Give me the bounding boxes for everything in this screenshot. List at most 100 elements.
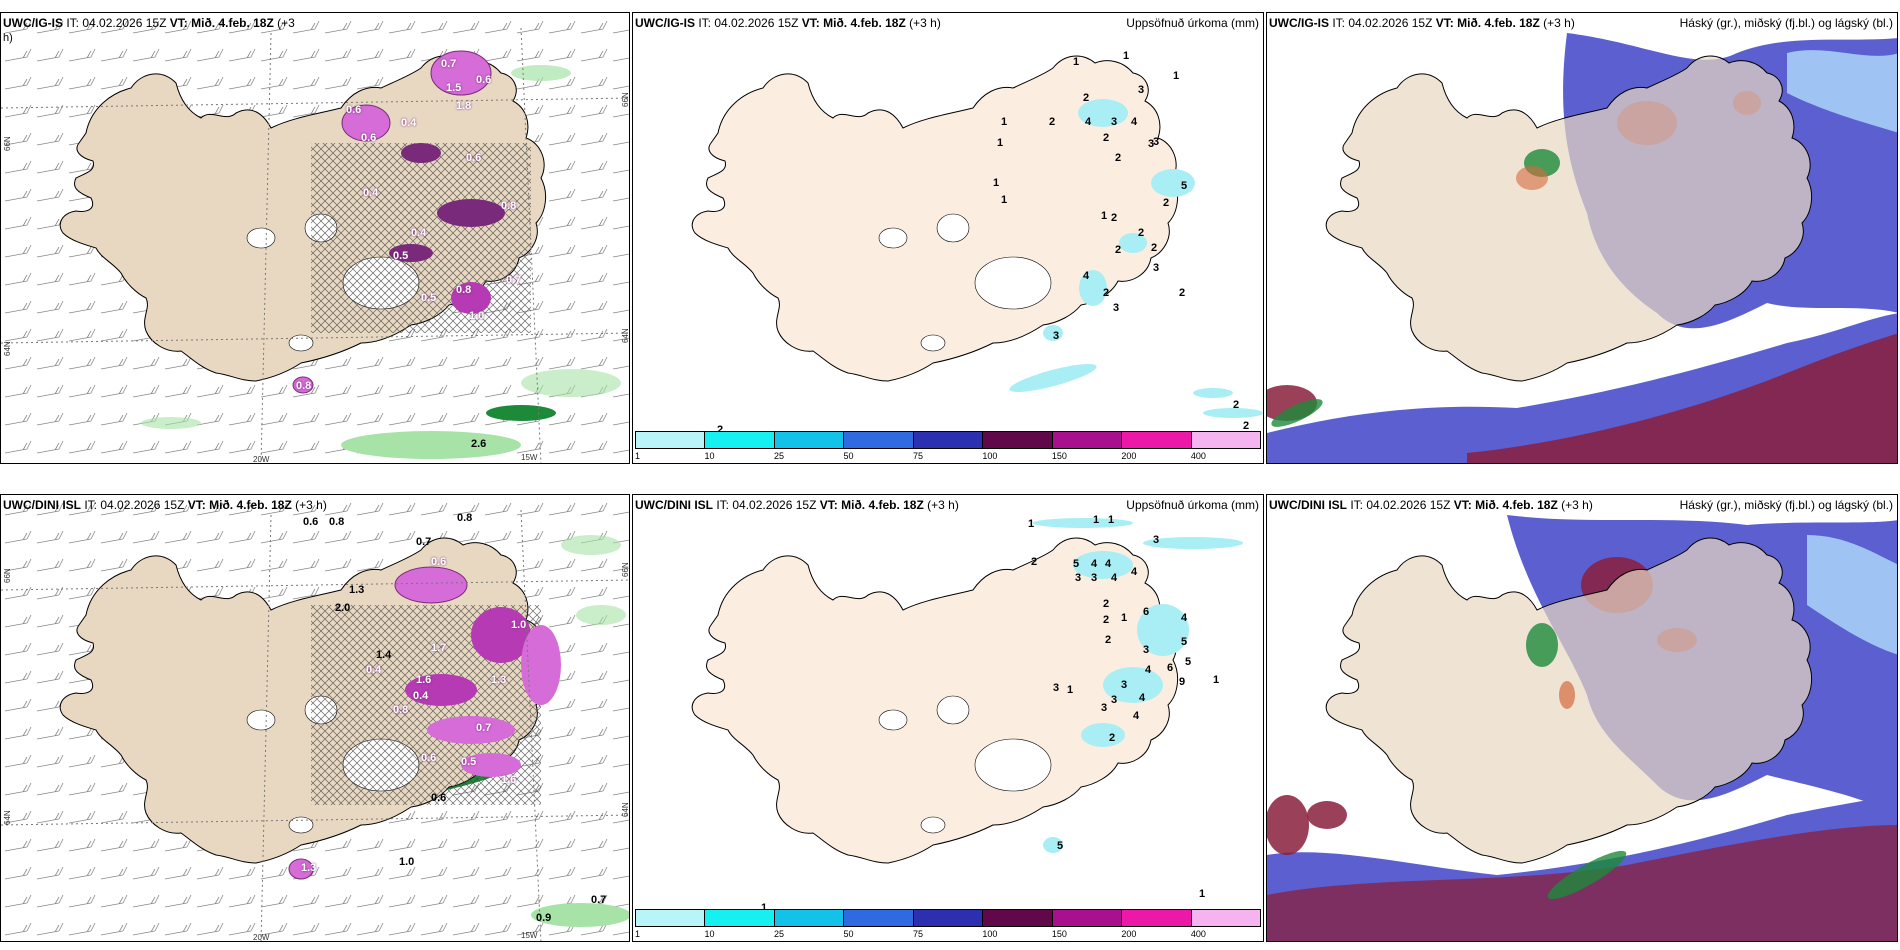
value-label: 1 (1067, 684, 1074, 696)
colorbar-tick: 75 (912, 451, 923, 461)
colorbar-segment (844, 432, 914, 448)
value-label: 3 (1153, 262, 1160, 274)
value-label: 1 (997, 137, 1004, 149)
map-canvas (1, 495, 629, 941)
value-label: 5 (1181, 180, 1188, 192)
value-label: 1 (1121, 612, 1128, 624)
map-canvas (1, 13, 629, 463)
value-label: 4 (1139, 692, 1146, 704)
map-canvas (1267, 33, 1897, 463)
map-panel-dini-wind: UWC/DINI ISL IT: 04.02.2026 15Z VT: Mið.… (0, 494, 630, 942)
value-label: 3 (1153, 534, 1160, 546)
map-panel-igis-clouds: UWC/IG-IS IT: 04.02.2026 15Z VT: Mið. 4.… (1266, 12, 1898, 464)
value-label: 3 (1111, 116, 1118, 128)
value-label: 2 (1103, 132, 1110, 144)
lon-label: 15W (521, 931, 538, 940)
value-label: 0.8 (329, 516, 345, 528)
panel-subtitle: Uppsöfnuð úrkoma (mm) (1126, 16, 1259, 30)
value-label: 0.8 (501, 200, 517, 212)
value-label: 0.6 (431, 792, 447, 804)
value-label: 1 (1199, 888, 1206, 900)
value-label: 0.7 (476, 722, 492, 734)
value-label: 0.7 (591, 894, 607, 906)
value-label: 0.5 (393, 250, 409, 262)
colorbar-tick: 400 (1190, 451, 1206, 461)
colorbar-segment (844, 910, 914, 926)
lon-label: 20W (253, 455, 270, 464)
value-label: 0.6 (346, 104, 362, 116)
value-label: 4 (1145, 664, 1152, 676)
lat-label: 66N (3, 568, 12, 583)
value-label: 0.8 (296, 380, 312, 392)
value-label: 1 (1123, 50, 1130, 62)
value-label: 0.6 (421, 752, 437, 764)
value-label: 1 (1093, 514, 1100, 526)
value-label: 1.3 (491, 674, 507, 686)
colorbar-segment (1191, 432, 1260, 448)
value-label: 2 (1049, 116, 1056, 128)
value-label: 0.9 (536, 912, 552, 924)
colorbar-segment (983, 910, 1053, 926)
value-label: 4 (1181, 612, 1188, 624)
colorbar-tick: 1 (635, 929, 641, 939)
value-label: 4 (1111, 572, 1118, 584)
colorbar-segment (636, 910, 706, 926)
value-label: 0.6 (476, 74, 492, 86)
value-label: 3 (1091, 572, 1098, 584)
value-label: 9 (1179, 676, 1186, 688)
value-label: 2 (1103, 598, 1110, 610)
colorbar-tick: 50 (843, 929, 854, 939)
value-label: 2 (1179, 287, 1186, 299)
value-label: 3 (1075, 572, 1082, 584)
colorbar-segment (774, 432, 845, 448)
value-label: 3 (1138, 84, 1145, 96)
value-label: 4 (1091, 558, 1098, 570)
value-label: 2 (1111, 212, 1118, 224)
colorbar-segment (705, 432, 775, 448)
value-label: 1.0 (469, 310, 485, 322)
colorbar-tick: 150 (1051, 451, 1067, 461)
value-label: 0.8 (457, 512, 473, 524)
colorbar-segment (913, 432, 984, 448)
value-label: 0.4 (401, 117, 417, 129)
colorbar-tick: 25 (773, 929, 784, 939)
precip-colorbar (635, 431, 1261, 449)
precip-colorbar (635, 909, 1261, 927)
colorbar-segment (1122, 910, 1192, 926)
value-label: 1.0 (399, 856, 415, 868)
panel-subtitle: Uppsöfnuð úrkoma (mm) (1126, 498, 1259, 512)
value-label: 5 (1181, 636, 1188, 648)
value-label: 1 (1173, 70, 1180, 82)
colorbar-segment (983, 432, 1053, 448)
value-label: 3 (1121, 679, 1128, 691)
value-label: 1.8 (456, 100, 472, 112)
value-label: 5 (1057, 840, 1064, 852)
colorbar-segment (1052, 432, 1123, 448)
value-label: 3 (1143, 644, 1150, 656)
value-label: 1.5 (446, 82, 462, 94)
lat-label: 64N (3, 341, 12, 356)
value-label: 0.6 (303, 516, 319, 528)
value-label: 1 (1101, 210, 1108, 222)
map-panel-dini-clouds: UWC/DINI ISL IT: 04.02.2026 15Z VT: Mið.… (1266, 494, 1898, 942)
value-label: 0.4 (413, 690, 429, 702)
value-label: 4 (1131, 116, 1138, 128)
lat-label: 66N (3, 136, 12, 151)
value-label: 1.6 (501, 774, 517, 786)
value-label: 1 (993, 177, 1000, 189)
value-label: 5 (1185, 656, 1192, 668)
value-label: 1 (1028, 518, 1035, 530)
value-label: 6 (1167, 662, 1174, 674)
value-label: 2 (717, 424, 724, 436)
colorbar-tick: 100 (982, 929, 998, 939)
colorbar-tick: 10 (704, 929, 715, 939)
lat-label: 66N (621, 92, 630, 107)
value-label: 2 (1105, 634, 1112, 646)
value-label: 1 (1001, 194, 1008, 206)
value-label: 0.4 (411, 227, 427, 239)
value-label: 2 (1115, 244, 1122, 256)
value-label: 5 (1073, 558, 1080, 570)
value-label: 4 (1083, 270, 1090, 282)
value-label: 3 (1053, 330, 1060, 342)
value-label: 4 (1133, 710, 1140, 722)
